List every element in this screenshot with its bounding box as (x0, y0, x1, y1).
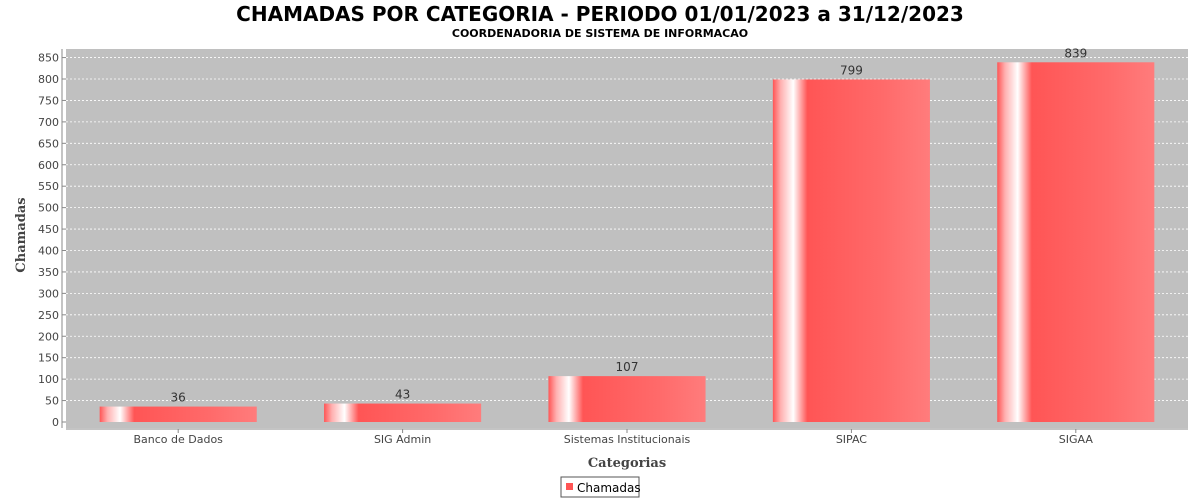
y-tick-label: 150 (38, 352, 59, 365)
bar (324, 403, 482, 422)
bar (99, 406, 257, 422)
y-tick-label: 600 (38, 159, 59, 172)
bar (548, 376, 706, 422)
y-tick-label: 850 (38, 52, 59, 65)
chart-title: CHAMADAS POR CATEGORIA - PERIODO 01/01/2… (236, 2, 964, 26)
data-labels: 36 43 107 799 839 (171, 46, 1088, 404)
y-tick-label: 50 (45, 395, 59, 408)
bar-value-label: 43 (395, 388, 410, 402)
x-tick-label: SIGAA (1059, 433, 1094, 446)
y-tick-label: 350 (38, 266, 59, 279)
legend-swatch (566, 483, 573, 490)
y-tick-label: 250 (38, 309, 59, 322)
y-tick-label: 100 (38, 373, 59, 386)
y-tick-label: 750 (38, 94, 59, 107)
y-tick-label: 300 (38, 287, 59, 300)
bar (997, 62, 1155, 423)
y-tick-label: 550 (38, 180, 59, 193)
y-tick-label: 650 (38, 137, 59, 150)
bar (772, 79, 930, 422)
legend: Chamadas (560, 476, 641, 498)
bar-value-label: 107 (616, 360, 639, 374)
y-tick-label: 800 (38, 73, 59, 86)
bar-value-label: 36 (171, 391, 186, 405)
bar-value-label: 839 (1064, 46, 1087, 60)
y-tick-label: 0 (52, 416, 59, 429)
axes: 0 50 100 150 200 250 300 350 400 450 500 550 600 650 7… (38, 49, 1188, 446)
x-tick-label: SIPAC (836, 433, 867, 446)
y-tick-label: 700 (38, 116, 59, 129)
x-tick-label: Sistemas Institucionais (564, 433, 691, 446)
y-tick-label: 500 (38, 202, 59, 215)
y-axis-label: Chamadas (14, 197, 29, 272)
bar-value-label: 799 (840, 63, 863, 77)
legend-box (560, 476, 640, 498)
y-tick-label: 200 (38, 330, 59, 343)
y-tick-label: 400 (38, 245, 59, 258)
legend-label: Chamadas (577, 481, 641, 495)
bars (99, 62, 1155, 423)
x-tick-label: Banco de Dados (133, 433, 223, 446)
x-tick-label: SIG Admin (374, 433, 431, 446)
y-tick-label: 450 (38, 223, 59, 236)
x-axis-label: Categorias (588, 456, 666, 471)
chart-subtitle: COORDENADORIA DE SISTEMA DE INFORMACAO (452, 27, 748, 40)
